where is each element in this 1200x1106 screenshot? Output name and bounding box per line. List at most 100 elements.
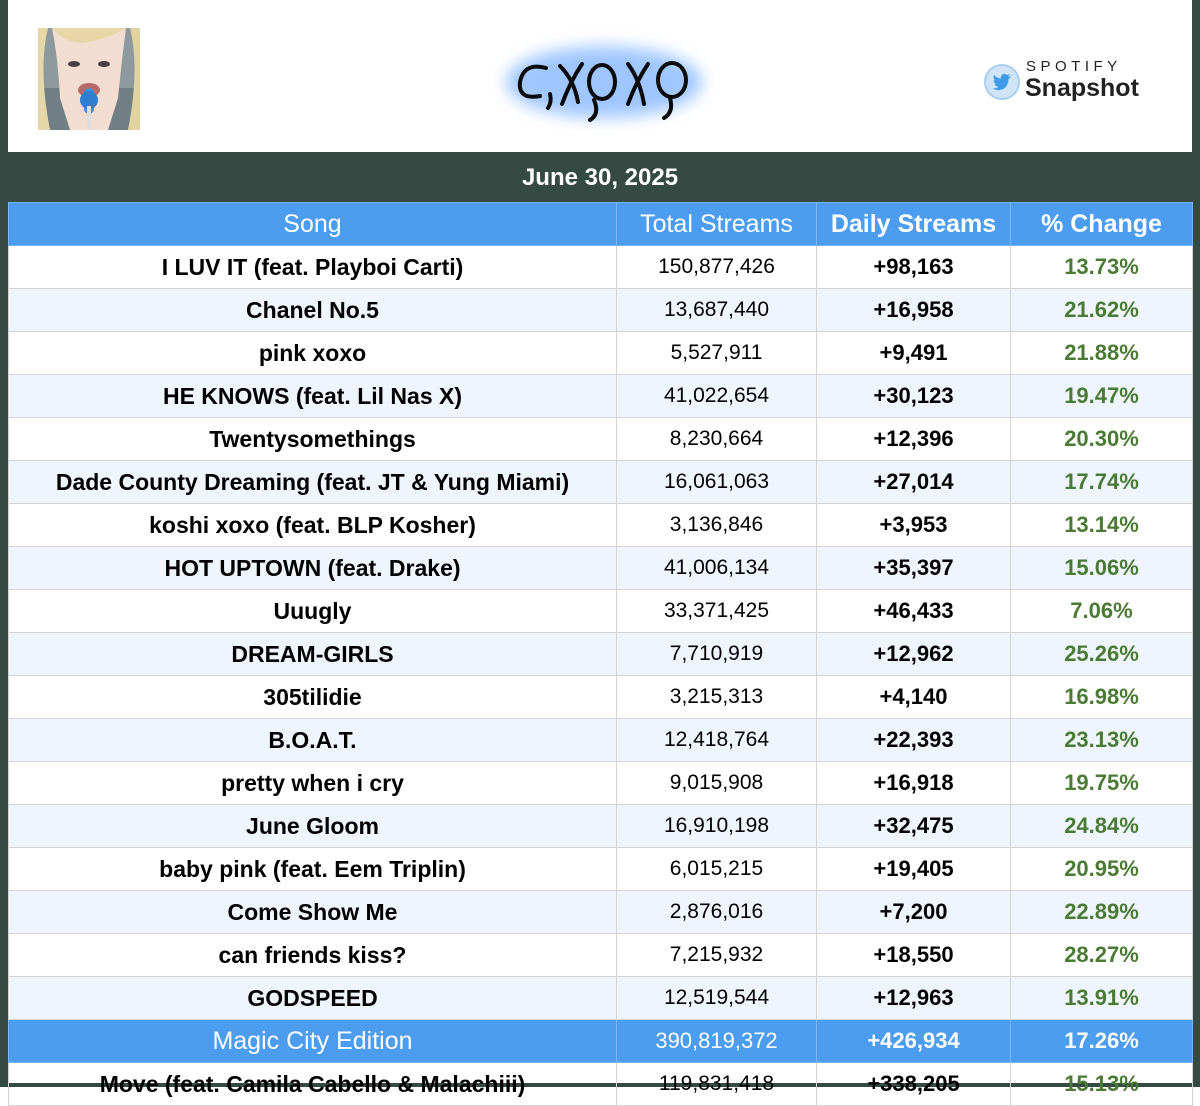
album-cover-illustration bbox=[38, 28, 140, 130]
percent-change: 24.84% bbox=[1010, 804, 1193, 848]
snapshot-label: Snapshot bbox=[1025, 74, 1139, 102]
table-row: 305tilidie 3,215,313 +4,140 16.98% bbox=[8, 675, 1193, 719]
song-title: pink xoxo bbox=[8, 331, 617, 375]
table-row: Twentysomethings 8,230,664 +12,396 20.30% bbox=[8, 417, 1193, 461]
total-streams: 150,877,426 bbox=[616, 245, 817, 289]
percent-change: 21.88% bbox=[1010, 331, 1193, 375]
song-title: B.O.A.T. bbox=[8, 718, 617, 762]
daily-streams: +12,962 bbox=[816, 632, 1011, 676]
table-row: I LUV IT (feat. Playboi Carti) 150,877,42… bbox=[8, 245, 1193, 289]
percent-change: 20.30% bbox=[1010, 417, 1193, 461]
report-date: June 30, 2025 bbox=[8, 152, 1192, 202]
twitter-bird-icon bbox=[984, 64, 1020, 100]
spotify-label: SPOTIFY bbox=[1026, 58, 1122, 75]
song-title: can friends kiss? bbox=[8, 933, 617, 977]
daily-streams: +426,934 bbox=[816, 1019, 1011, 1063]
table-row: pretty when i cry 9,015,908 +16,918 19.75% bbox=[8, 761, 1193, 805]
daily-streams: +22,393 bbox=[816, 718, 1011, 762]
total-streams: 12,519,544 bbox=[616, 976, 817, 1020]
table-row: June Gloom 16,910,198 +32,475 24.84% bbox=[8, 804, 1193, 848]
percent-change: 22.89% bbox=[1010, 890, 1193, 934]
percent-change: 19.47% bbox=[1010, 374, 1193, 418]
percent-change: 20.95% bbox=[1010, 847, 1193, 891]
song-title: June Gloom bbox=[8, 804, 617, 848]
daily-streams: +16,918 bbox=[816, 761, 1011, 805]
column-header-song: Song bbox=[8, 202, 617, 246]
song-title: Chanel No.5 bbox=[8, 288, 617, 332]
percent-change: 23.13% bbox=[1010, 718, 1193, 762]
total-streams: 41,022,654 bbox=[616, 374, 817, 418]
daily-streams: +9,491 bbox=[816, 331, 1011, 375]
daily-streams: +3,953 bbox=[816, 503, 1011, 547]
daily-streams: +35,397 bbox=[816, 546, 1011, 590]
table-row: Uuugly 33,371,425 +46,433 7.06% bbox=[8, 589, 1193, 633]
album-logo-script bbox=[506, 46, 702, 122]
total-streams: 41,006,134 bbox=[616, 546, 817, 590]
song-title: HE KNOWS (feat. Lil Nas X) bbox=[8, 374, 617, 418]
table-row: Move (feat. Camila Cabello & Malachiii) 1… bbox=[8, 1062, 1193, 1106]
percent-change: 28.27% bbox=[1010, 933, 1193, 977]
percent-change: 25.26% bbox=[1010, 632, 1193, 676]
percent-change: 13.91% bbox=[1010, 976, 1193, 1020]
total-streams: 33,371,425 bbox=[616, 589, 817, 633]
song-title: Dade County Dreaming (feat. JT & Yung Mi… bbox=[8, 460, 617, 504]
song-title: 305tilidie bbox=[8, 675, 617, 719]
total-streams: 5,527,911 bbox=[616, 331, 817, 375]
daily-streams: +16,958 bbox=[816, 288, 1011, 332]
total-streams: 7,710,919 bbox=[616, 632, 817, 676]
percent-change: 13.73% bbox=[1010, 245, 1193, 289]
percent-change: 16.98% bbox=[1010, 675, 1193, 719]
table-row: baby pink (feat. Eem Triplin) 6,015,215 +1… bbox=[8, 847, 1193, 891]
total-streams: 2,876,016 bbox=[616, 890, 817, 934]
song-title: pretty when i cry bbox=[8, 761, 617, 805]
percent-change: 21.62% bbox=[1010, 288, 1193, 332]
song-title: HOT UPTOWN (feat. Drake) bbox=[8, 546, 617, 590]
total-streams: 6,015,215 bbox=[616, 847, 817, 891]
table-row: DREAM-GIRLS 7,710,919 +12,962 25.26% bbox=[8, 632, 1193, 676]
daily-streams: +32,475 bbox=[816, 804, 1011, 848]
table-row: B.O.A.T. 12,418,764 +22,393 23.13% bbox=[8, 718, 1193, 762]
song-title: Uuugly bbox=[8, 589, 617, 633]
table-row: Chanel No.5 13,687,440 +16,958 21.62% bbox=[8, 288, 1193, 332]
table-header-row: Song Total Streams Daily Streams % Chang… bbox=[8, 202, 1193, 246]
percent-change: 17.74% bbox=[1010, 460, 1193, 504]
column-header-percent-change: % Change bbox=[1010, 202, 1193, 246]
daily-streams: +19,405 bbox=[816, 847, 1011, 891]
song-title: DREAM-GIRLS bbox=[8, 632, 617, 676]
percent-change: 13.14% bbox=[1010, 503, 1193, 547]
table-row: Dade County Dreaming (feat. JT & Yung Mi… bbox=[8, 460, 1193, 504]
total-streams: 3,136,846 bbox=[616, 503, 817, 547]
total-streams: 7,215,932 bbox=[616, 933, 817, 977]
song-title: Come Show Me bbox=[8, 890, 617, 934]
total-streams: 16,061,063 bbox=[616, 460, 817, 504]
song-title: Move (feat. Camila Cabello & Malachiii) bbox=[8, 1062, 617, 1106]
daily-streams: +98,163 bbox=[816, 245, 1011, 289]
daily-streams: +27,014 bbox=[816, 460, 1011, 504]
header: SPOTIFY Snapshot bbox=[8, 0, 1192, 152]
percent-change: 7.06% bbox=[1010, 589, 1193, 633]
total-streams: 13,687,440 bbox=[616, 288, 817, 332]
daily-streams: +12,963 bbox=[816, 976, 1011, 1020]
daily-streams: +46,433 bbox=[816, 589, 1011, 633]
total-streams: 16,910,198 bbox=[616, 804, 817, 848]
daily-streams: +7,200 bbox=[816, 890, 1011, 934]
streams-table: Song Total Streams Daily Streams % Chang… bbox=[8, 202, 1193, 1106]
total-streams: 8,230,664 bbox=[616, 417, 817, 461]
table-row: GODSPEED 12,519,544 +12,963 13.91% bbox=[8, 976, 1193, 1020]
table-row: Come Show Me 2,876,016 +7,200 22.89% bbox=[8, 890, 1193, 934]
column-header-total-streams: Total Streams bbox=[616, 202, 817, 246]
song-title: baby pink (feat. Eem Triplin) bbox=[8, 847, 617, 891]
album-logo bbox=[494, 30, 714, 130]
table-row: koshi xoxo (feat. BLP Kosher) 3,136,846 +3… bbox=[8, 503, 1193, 547]
total-streams: 9,015,908 bbox=[616, 761, 817, 805]
total-streams: 3,215,313 bbox=[616, 675, 817, 719]
total-streams: 390,819,372 bbox=[616, 1019, 817, 1063]
table-row: pink xoxo 5,527,911 +9,491 21.88% bbox=[8, 331, 1193, 375]
song-title: koshi xoxo (feat. BLP Kosher) bbox=[8, 503, 617, 547]
song-title: Magic City Edition bbox=[8, 1019, 617, 1063]
table-row: can friends kiss? 7,215,932 +18,550 28.27% bbox=[8, 933, 1193, 977]
daily-streams: +12,396 bbox=[816, 417, 1011, 461]
percent-change: 17.26% bbox=[1010, 1019, 1193, 1063]
percent-change: 19.75% bbox=[1010, 761, 1193, 805]
table-row: HOT UPTOWN (feat. Drake) 41,006,134 +35,39… bbox=[8, 546, 1193, 590]
